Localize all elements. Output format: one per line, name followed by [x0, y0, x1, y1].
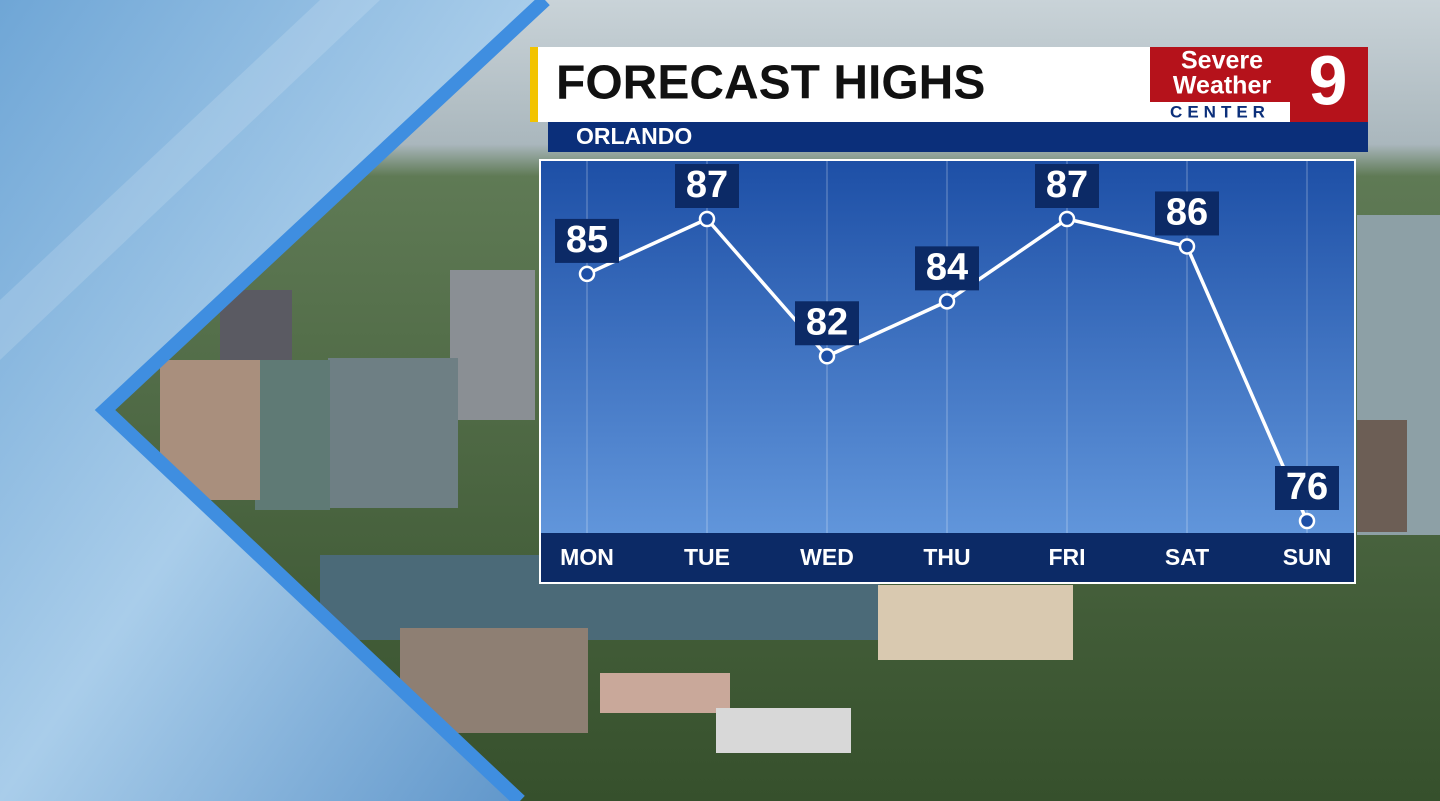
value-label-box: [795, 301, 859, 346]
plot-area: [539, 159, 1356, 584]
title-accent: [530, 47, 538, 122]
value-label: 85: [566, 219, 608, 261]
side-panel: [0, 0, 545, 801]
x-tick-label: MON: [560, 544, 614, 570]
panel-stripe: [0, 0, 380, 360]
data-point: [1178, 238, 1196, 255]
value-label-box: [555, 218, 619, 263]
x-tick-label: SUN: [1283, 544, 1332, 570]
subtitle-bar: [548, 122, 1368, 152]
x-tick-label: FRI: [1048, 544, 1085, 570]
value-label-box: [1035, 164, 1099, 208]
chart-subtitle: ORLANDO: [576, 123, 692, 149]
value-label-box: [915, 246, 979, 291]
chart-title: FORECAST HIGHS: [556, 57, 985, 110]
plot: MON TUE WED THU FRI SAT SUN 85 87 82 84 87 86 76: [555, 161, 1339, 570]
x-tick-label: THU: [923, 544, 970, 570]
value-label: 87: [686, 164, 728, 206]
data-point: [938, 293, 956, 310]
value-label: 82: [806, 301, 848, 343]
logo-text: Severe: [1181, 47, 1263, 75]
value-label: 76: [1286, 466, 1328, 508]
value-label-box: [1275, 466, 1339, 510]
data-point: [1298, 512, 1316, 530]
value-label: 86: [1166, 191, 1208, 233]
x-tick-label: SAT: [1165, 544, 1209, 570]
value-label: 87: [1046, 164, 1088, 206]
logo-text: Weather: [1173, 72, 1271, 100]
value-label-box: [675, 164, 739, 208]
logo-number: 9: [1309, 41, 1348, 119]
day-band: [541, 533, 1354, 582]
x-tick-label: WED: [800, 544, 854, 570]
value-label-box: [1155, 191, 1219, 236]
data-point: [578, 265, 596, 283]
title-box: [530, 47, 1150, 122]
logo-text: CENTER: [1170, 102, 1270, 121]
x-tick-label: TUE: [684, 544, 730, 570]
chevron-border: [94, 0, 550, 801]
data-point: [1058, 210, 1076, 228]
logo-center-bar: [1150, 102, 1290, 122]
data-point: [698, 210, 716, 228]
data-point: [818, 348, 836, 365]
value-label: 84: [926, 246, 968, 288]
